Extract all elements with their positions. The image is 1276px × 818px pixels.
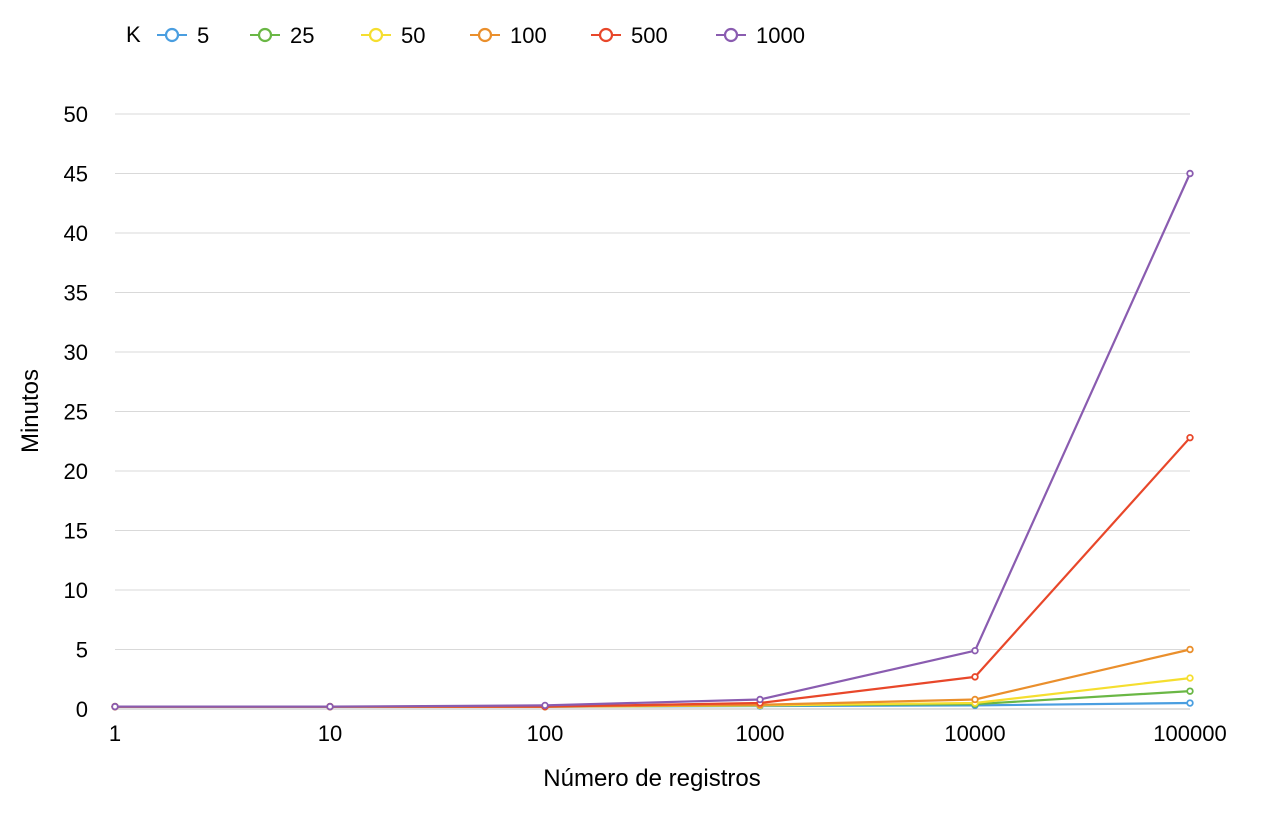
x-axis-ticks: 1 10 100 1000 10000 100000 <box>109 721 1227 746</box>
data-point <box>1186 433 1194 442</box>
grid <box>115 113 1190 710</box>
series-line-500 <box>113 436 1192 708</box>
legend-marker <box>257 27 273 43</box>
y-tick-label: 30 <box>64 340 88 365</box>
legend-label: 100 <box>510 23 547 48</box>
y-tick-label: 0 <box>76 697 88 722</box>
y-tick-label: 50 <box>64 102 88 127</box>
legend: K 5 25 50 100 500 1000 <box>126 22 805 48</box>
legend-item-50: 50 <box>361 23 425 48</box>
y-tick-label: 40 <box>64 221 88 246</box>
x-tick-label: 100000 <box>1153 721 1226 746</box>
legend-label: 500 <box>631 23 668 48</box>
legend-marker <box>477 27 493 43</box>
data-point <box>111 702 119 711</box>
y-tick-label: 20 <box>64 459 88 484</box>
data-point <box>1186 699 1194 707</box>
data-point <box>1186 674 1194 682</box>
y-tick-label: 10 <box>64 578 88 603</box>
data-point <box>971 695 979 704</box>
data-point <box>1186 687 1194 695</box>
legend-marker <box>164 27 180 43</box>
data-point <box>1186 169 1194 178</box>
legend-item-5: 5 <box>157 23 209 48</box>
x-tick-label: 10000 <box>944 721 1005 746</box>
data-point <box>541 701 549 710</box>
y-axis-title: Minutos <box>17 369 44 453</box>
legend-title: K <box>126 22 141 47</box>
y-tick-label: 25 <box>64 400 88 425</box>
legend-label: 5 <box>197 23 209 48</box>
x-tick-label: 10 <box>318 721 342 746</box>
data-point <box>971 646 979 655</box>
x-tick-label: 1000 <box>736 721 785 746</box>
data-point <box>756 695 764 704</box>
series-1000 <box>111 169 1194 711</box>
legend-item-500: 500 <box>591 23 668 48</box>
x-axis-title: Número de registros <box>543 765 760 792</box>
series-line-1000 <box>113 172 1192 708</box>
legend-item-25: 25 <box>250 23 314 48</box>
legend-label: 1000 <box>756 23 805 48</box>
legend-label: 50 <box>401 23 425 48</box>
y-tick-label: 45 <box>64 162 88 187</box>
data-point <box>1186 645 1194 654</box>
legend-marker <box>368 27 384 43</box>
data-point <box>971 673 979 681</box>
y-axis-ticks: 0 5 10 15 20 25 30 35 40 45 50 <box>64 102 88 722</box>
y-tick-label: 15 <box>64 519 88 544</box>
series-group <box>111 169 1194 711</box>
y-tick-label: 5 <box>76 638 88 663</box>
legend-marker <box>723 27 739 43</box>
legend-marker <box>598 27 614 43</box>
legend-label: 25 <box>290 23 314 48</box>
y-tick-label: 35 <box>64 281 88 306</box>
series-line-100 <box>113 648 1192 708</box>
legend-item-100: 100 <box>470 23 547 48</box>
data-point <box>326 702 334 711</box>
series-500 <box>111 433 1194 711</box>
x-tick-label: 1 <box>109 721 121 746</box>
x-tick-label: 100 <box>527 721 564 746</box>
legend-item-1000: 1000 <box>716 23 805 48</box>
